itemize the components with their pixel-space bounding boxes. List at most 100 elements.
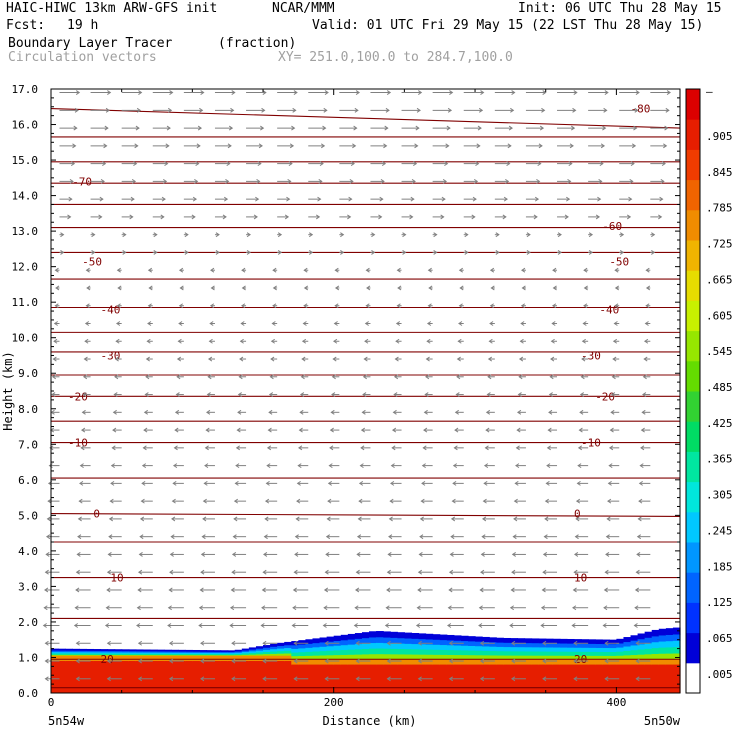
tracer-cell <box>616 655 625 660</box>
tracer-cell <box>86 655 95 662</box>
tracer-cell <box>192 653 201 656</box>
tracer-cell <box>496 637 504 643</box>
tracer-cell <box>79 661 87 693</box>
wind-vector-head <box>262 569 267 575</box>
tracer-cell <box>517 650 526 656</box>
wind-vector-head <box>330 409 335 415</box>
tracer-cell <box>376 664 384 693</box>
tracer-cell <box>326 636 335 642</box>
tracer-cell <box>270 653 278 657</box>
tracer-cell <box>291 659 299 666</box>
tracer-cell <box>319 641 328 647</box>
wind-vector-head <box>110 480 115 486</box>
wind-vector-head <box>445 143 450 149</box>
wind-vector-head <box>355 90 361 95</box>
tracer-cell <box>93 661 102 693</box>
wind-vector-head <box>356 534 362 540</box>
wind-vector-head <box>385 107 390 113</box>
wind-vector-head <box>235 463 240 469</box>
wind-vector-head <box>606 516 611 522</box>
tracer-cell <box>199 653 208 656</box>
wind-vector-head <box>200 676 205 682</box>
tracer-cell <box>142 654 151 657</box>
tracer-cell <box>213 651 222 653</box>
tracer-cell <box>192 652 201 655</box>
wind-vector-head <box>110 463 115 469</box>
tracer-cell <box>538 642 547 648</box>
tracer-cell <box>157 655 165 662</box>
tracer-cell <box>340 644 349 651</box>
wind-vector-head <box>73 125 78 131</box>
tracer-cell <box>651 664 660 693</box>
wind-vector-head <box>327 498 332 504</box>
wind-vector-head <box>264 516 269 522</box>
wind-vector-head <box>362 374 367 380</box>
wind-vector-head <box>178 303 184 309</box>
tracer-cell <box>100 653 109 655</box>
wind-vector-head <box>53 338 58 344</box>
wind-vector-head <box>427 267 432 273</box>
tracer-cell <box>439 644 448 650</box>
wind-vector-head <box>389 498 394 504</box>
wind-vector-head <box>515 463 520 469</box>
wind-vector-head <box>334 303 339 309</box>
tracer-cell <box>79 648 87 651</box>
contour-label: -60 <box>602 220 622 233</box>
wind-vector-head <box>82 392 87 397</box>
tracer-cell <box>93 650 102 653</box>
wind-vector-head <box>472 196 477 202</box>
wind-vector-head <box>415 125 420 131</box>
tracer-cell <box>72 650 80 653</box>
tracer-cell <box>376 631 384 638</box>
tracer-cell <box>644 648 653 655</box>
wind-vector-head <box>448 640 454 646</box>
colorbar-label: .785 <box>706 202 733 215</box>
wind-vector-head <box>485 409 491 415</box>
wind-vector-head <box>264 498 270 504</box>
wind-vector-head <box>334 285 340 291</box>
tracer-cell <box>644 642 653 649</box>
wind-vector-head <box>268 392 274 397</box>
wind-vector-head <box>215 232 220 238</box>
y-tick-label: 5.0 <box>18 509 38 522</box>
wind-vector-head <box>106 640 111 646</box>
tracer-cell <box>376 636 384 643</box>
tracer-cell <box>227 654 236 657</box>
wind-vector-head <box>511 640 516 646</box>
tracer-cell <box>284 650 292 654</box>
tracer-cell <box>121 654 130 657</box>
wind-vector-head <box>552 267 557 273</box>
wind-vector-head <box>52 356 57 362</box>
tracer-cell <box>566 651 575 656</box>
tracer-cell <box>263 655 271 662</box>
tracer-cell <box>347 654 356 660</box>
wind-vector-head <box>390 480 395 486</box>
tracer-cell <box>517 659 526 666</box>
wind-vector-head <box>133 161 138 167</box>
wind-vector-head <box>145 356 150 362</box>
contour-line <box>50 513 681 517</box>
tracer-cell <box>284 641 292 646</box>
wind-vector-head <box>612 338 618 344</box>
tracer-cell <box>248 654 257 657</box>
tracer-cell <box>79 654 87 657</box>
colorbar-swatch <box>686 89 700 120</box>
tracer-cell <box>581 647 589 652</box>
tracer-cell <box>404 637 413 644</box>
wind-vector-head <box>425 374 430 380</box>
tracer-cell <box>185 661 193 693</box>
wind-vector-head <box>533 214 538 220</box>
wind-vector-head <box>277 250 283 255</box>
wind-vector-head <box>299 392 305 397</box>
wind-vector-head <box>483 463 489 469</box>
wind-vector-head <box>269 374 274 380</box>
wind-vector-head <box>267 427 272 433</box>
tracer-cell <box>298 651 307 657</box>
tracer-cell <box>658 647 667 654</box>
wind-vector-head <box>358 480 364 486</box>
colorbar-top-label: – <box>706 85 713 98</box>
tracer-cell <box>305 647 314 652</box>
wind-vector-head <box>98 214 103 220</box>
wind-vector-head <box>453 445 458 451</box>
tracer-cell <box>573 651 582 656</box>
